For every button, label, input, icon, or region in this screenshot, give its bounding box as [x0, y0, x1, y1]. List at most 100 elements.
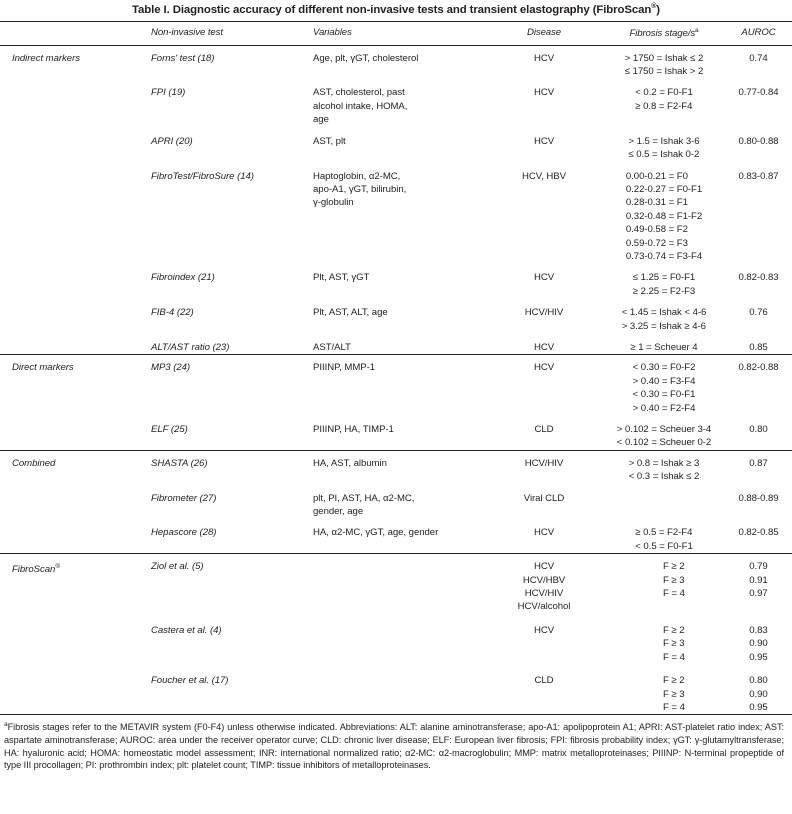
- table-row: FibroTest/FibroSure (14) Haptoglobin, α2-…: [0, 162, 792, 264]
- cell-auroc-text: 0.82-0.85: [738, 527, 779, 539]
- cell-variables-text: Age, plt, γGT, cholesterol: [313, 52, 419, 64]
- cell-variables-text: Plt, AST, ALT, age: [313, 307, 388, 319]
- cell-test: Castera et al. (4): [151, 624, 313, 637]
- cell-test-text: ELF (25): [151, 424, 188, 436]
- cell-test-text: ALT/AST ratio (23): [151, 341, 230, 353]
- cell-test-text: Forns' test (18): [151, 52, 215, 64]
- cell-disease-text: HCV, HBV: [521, 170, 567, 182]
- cell-stages-text: > 0.8 = Ishak ≥ 3 < 0.3 = Ishak ≤ 2: [628, 457, 700, 483]
- cell-test-text: Ziol et al. (5): [151, 561, 204, 573]
- cell-variables-text: PIIINP, HA, TIMP-1: [313, 424, 394, 436]
- table-row: Indirect markers Forns' test (18) Age, plt…: [0, 46, 792, 79]
- cell-stages: < 0.2 = F0-F1 ≥ 0.8 = F2-F4: [603, 86, 725, 113]
- cell-stages-text: F ≥ 2 F ≥ 3 F = 4: [663, 675, 685, 713]
- cell-stages: ≤ 1.25 = F0-F1 ≥ 2.25 = F2-F3: [603, 271, 725, 298]
- cell-disease-text: CLD: [534, 675, 554, 687]
- cell-auroc: 0.82-0.88: [725, 361, 792, 374]
- table-row: APRI (20) AST, plt HCV > 1.5 = Ishak 3-6 ≤ …: [0, 127, 792, 162]
- cell-test: SHASTA (26): [151, 457, 313, 470]
- cell-disease: HCV: [485, 341, 603, 354]
- cell-auroc: 0.83 0.90 0.95: [725, 624, 792, 664]
- cell-test-text: FibroTest/FibroSure (14): [151, 170, 254, 182]
- cell-variables: HA, α2-MC, γGT, age, gender: [313, 526, 485, 539]
- cell-disease-text: HCV: [533, 52, 555, 64]
- cell-stages-text: ≥ 0.5 = F2-F4 < 0.5 = F0-F1: [635, 527, 693, 552]
- cell-disease: CLD: [485, 423, 603, 436]
- cell-auroc: 0.76: [725, 306, 792, 319]
- cell-stages: F ≥ 2 F ≥ 3 F = 4: [603, 560, 725, 600]
- cell-auroc-text: 0.74: [749, 52, 768, 64]
- cell-disease: HCV: [485, 361, 603, 374]
- cell-variables-text: Haptoglobin, α2-MC, apo-A1, γGT, bilirub…: [313, 170, 407, 209]
- cell-test: ALT/AST ratio (23): [151, 341, 313, 354]
- cell-auroc: 0.74: [725, 52, 792, 65]
- cell-disease-text: HCV: [533, 135, 555, 147]
- header-auroc: AUROC: [741, 27, 776, 39]
- header-variables: Variables: [313, 27, 352, 39]
- cell-group-text: Direct markers: [12, 362, 74, 374]
- table-row: FIB-4 (22) Plt, AST, ALT, age HCV/HIV < 1.4…: [0, 298, 792, 333]
- cell-disease-text: HCV: [533, 362, 555, 374]
- cell-auroc: 0.87: [725, 457, 792, 470]
- cell-disease: HCV, HBV: [485, 170, 603, 183]
- cell-disease-text: CLD: [534, 424, 554, 436]
- cell-disease: HCV: [485, 624, 603, 637]
- cell-stages-text: F ≥ 2 F ≥ 3 F = 4: [663, 624, 685, 663]
- cell-group: FibroScan®: [0, 560, 151, 577]
- cell-auroc-text: 0.79 0.91 0.97: [749, 561, 768, 600]
- cell-variables: AST, cholesterol, past alcohol intake, H…: [313, 86, 485, 126]
- cell-disease: Viral CLD: [485, 492, 603, 505]
- cell-auroc-text: 0.76: [749, 307, 768, 319]
- table-row: ALT/AST ratio (23) AST/ALT HCV ≥ 1 = Scheue…: [0, 333, 792, 354]
- cell-stages-text: > 0.102 = Scheuer 3-4 < 0.102 = Scheuer …: [616, 424, 712, 449]
- cell-stages: > 0.8 = Ishak ≥ 3 < 0.3 = Ishak ≤ 2: [603, 457, 725, 484]
- cell-test-text: Hepascore (28): [151, 527, 217, 539]
- cell-variables-text: plt, PI, AST, HA, α2-MC, gender, age: [313, 492, 415, 518]
- cell-variables: Age, plt, γGT, cholesterol: [313, 52, 485, 65]
- header-test: Non-invasive test: [151, 27, 223, 39]
- cell-test: FIB-4 (22): [151, 306, 313, 319]
- cell-auroc: 0.82-0.85: [725, 526, 792, 539]
- rule-header: [0, 44, 792, 46]
- cell-stages: ≥ 0.5 = F2-F4 < 0.5 = F0-F1: [603, 526, 725, 553]
- cell-test: APRI (20): [151, 135, 313, 148]
- cell-stages-text: < 1.45 = Ishak < 4-6 > 3.25 = Ishak ≥ 4-…: [621, 307, 707, 332]
- cell-disease: CLD: [485, 674, 603, 687]
- cell-test: MP3 (24): [151, 361, 313, 374]
- cell-group-text: Combined: [12, 457, 56, 469]
- cell-variables-text: Plt, AST, γGT: [313, 272, 370, 284]
- cell-disease-text: HCV: [533, 527, 555, 539]
- cell-auroc: 0.83-0.87: [725, 170, 792, 183]
- cell-test-text: Fibroindex (21): [151, 272, 215, 284]
- cell-auroc: 0.88-0.89: [725, 492, 792, 505]
- cell-variables-text: HA, AST, albumin: [313, 457, 387, 469]
- cell-stages-text: > 1.5 = Ishak 3-6 ≤ 0.5 = Ishak 0-2: [628, 135, 700, 161]
- table-body: Indirect markers Forns' test (18) Age, plt…: [0, 46, 792, 715]
- table-row: Combined SHASTA (26) HA, AST, albumin HCV/H…: [0, 451, 792, 484]
- table-header-row: Non-invasive test Variables Disease Fibr…: [0, 22, 792, 44]
- cell-test-text: APRI (20): [151, 135, 193, 147]
- table-row: Hepascore (28) HA, α2-MC, γGT, age, gende…: [0, 518, 792, 553]
- cell-test-text: SHASTA (26): [151, 457, 208, 469]
- cell-test-text: Castera et al. (4): [151, 624, 222, 636]
- cell-test: Hepascore (28): [151, 526, 313, 539]
- cell-disease: HCV/HIV: [485, 306, 603, 319]
- cell-variables: HA, AST, albumin: [313, 457, 485, 470]
- cell-test: Ziol et al. (5): [151, 560, 313, 573]
- table-row: Fibrometer (27) plt, PI, AST, HA, α2-MC, …: [0, 484, 792, 519]
- cell-auroc-text: 0.85: [749, 341, 768, 353]
- cell-variables: Plt, AST, ALT, age: [313, 306, 485, 319]
- cell-stages-text: < 0.2 = F0-F1 ≥ 0.8 = F2-F4: [635, 87, 693, 112]
- cell-test: FibroTest/FibroSure (14): [151, 170, 313, 183]
- cell-disease: HCV HCV/HBV HCV/HIV HCV/alcohol: [485, 560, 603, 614]
- cell-group-text: Indirect markers: [12, 52, 80, 64]
- cell-stages: < 1.45 = Ishak < 4-6 > 3.25 = Ishak ≥ 4-…: [603, 306, 725, 333]
- cell-disease: HCV/HIV: [485, 457, 603, 470]
- cell-auroc-text: 0.83-0.87: [738, 170, 779, 182]
- table-row: Direct markers MP3 (24) PIIINP, MMP-1 HCV < …: [0, 355, 792, 415]
- cell-stages: > 0.102 = Scheuer 3-4 < 0.102 = Scheuer …: [603, 423, 725, 450]
- table-title: Table I. Diagnostic accuracy of differen…: [132, 3, 660, 16]
- cell-group: Indirect markers: [0, 52, 151, 65]
- cell-group: Combined: [0, 457, 151, 470]
